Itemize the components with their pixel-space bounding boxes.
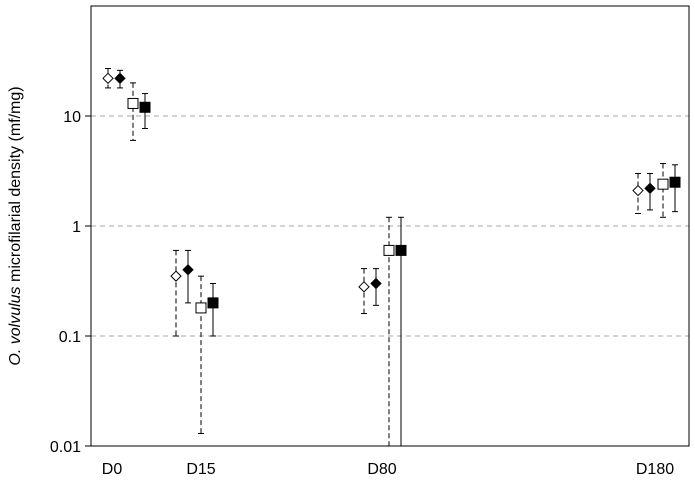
point-s0-c3 — [632, 184, 644, 197]
point-s3-c3 — [669, 176, 681, 188]
point-s0-c2 — [358, 281, 370, 293]
y-axis-title-rest: microfilarial density (mf/mg) — [7, 86, 24, 286]
point-s1-c0 — [114, 72, 126, 85]
y-tick-label-1: 0.1 — [59, 329, 81, 346]
x-tick-label-0: D0 — [102, 461, 123, 478]
point-s1-c1 — [182, 264, 194, 276]
point-s2-c2 — [383, 244, 395, 256]
point-s1-c3 — [644, 182, 656, 195]
point-s2-c1 — [195, 302, 207, 314]
point-s3-c1 — [207, 297, 219, 309]
point-s3-c0 — [139, 101, 151, 113]
grid — [91, 115, 689, 337]
x-tick-label-1: D15 — [186, 461, 215, 478]
x-tick-label-2: D80 — [367, 461, 396, 478]
y-tick-label-0: 0.01 — [50, 439, 81, 456]
y-axis-title-italic: O. volvulus — [7, 286, 24, 365]
data-marks — [102, 68, 681, 446]
y-axis: 0.01 0.1 1 10 — [50, 109, 91, 456]
point-s0-c0 — [102, 72, 114, 85]
y-tick-label-2: 1 — [72, 219, 81, 236]
point-s1-c2 — [370, 277, 382, 290]
point-s3-c2 — [395, 244, 407, 256]
y-tick-label-3: 10 — [63, 109, 81, 126]
point-s0-c1 — [170, 270, 182, 282]
point-s2-c3 — [657, 178, 669, 190]
x-axis: D0 D15 D80 D180 — [102, 461, 674, 478]
y-axis-title: O. volvulus microfilarial density (mf/mg… — [7, 86, 24, 365]
point-s2-c0 — [127, 97, 139, 109]
x-tick-label-3: D180 — [636, 461, 674, 478]
